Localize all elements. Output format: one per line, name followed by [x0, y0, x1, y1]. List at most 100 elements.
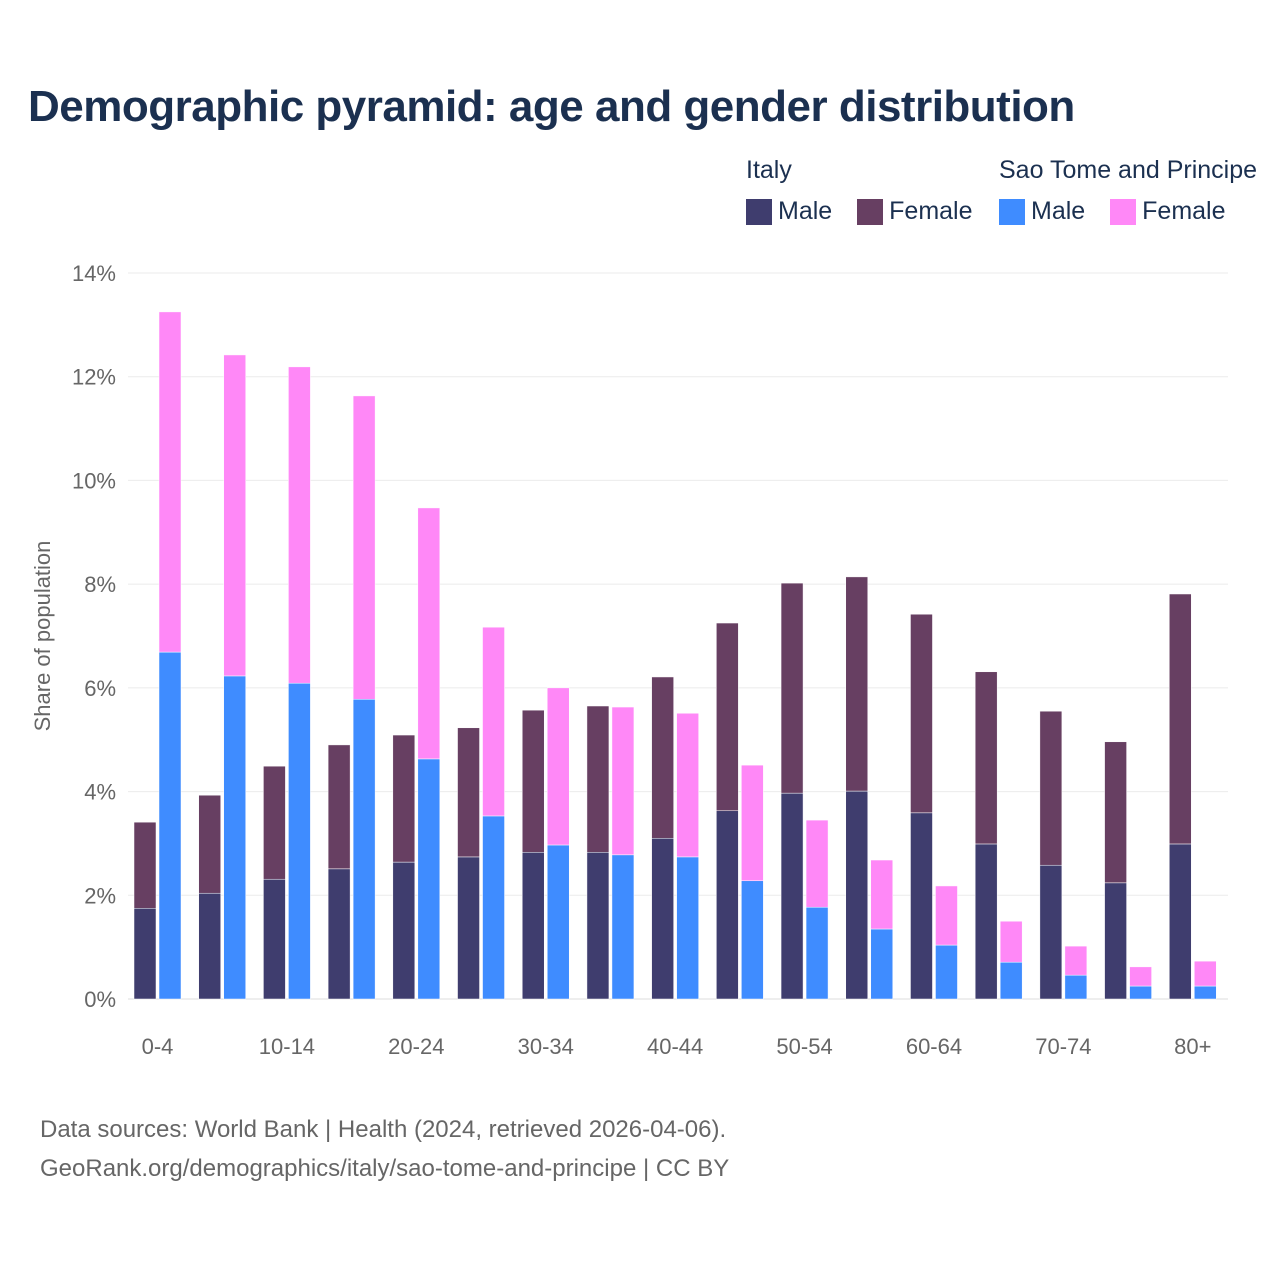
x-tick-label: 40-44: [647, 1034, 703, 1059]
y-tick-label: 2%: [84, 883, 116, 908]
bar-italy-male: [716, 810, 739, 1000]
bar-stp-male: [223, 675, 246, 1000]
bar-italy-female: [1169, 593, 1192, 845]
bar-stp-male: [676, 856, 699, 1000]
bar-italy-female: [716, 622, 739, 812]
bar-stp-male: [805, 906, 829, 1000]
bar-stp-female: [158, 311, 182, 653]
legend-title: Italy: [746, 156, 792, 184]
bar-italy-female: [198, 794, 221, 894]
bar-stp-female: [741, 764, 764, 882]
bar-stp-male: [870, 928, 894, 1000]
bar-stp-female: [1194, 960, 1217, 987]
y-tick-label: 14%: [72, 261, 116, 286]
legend-swatch: [1110, 198, 1137, 225]
legend-item[interactable]: Male: [746, 197, 832, 226]
bar-italy-female: [651, 676, 674, 839]
bar-stp-male: [1194, 985, 1217, 1000]
legend-label: Female: [889, 197, 973, 225]
bar-italy-female: [1039, 710, 1063, 866]
bar-stp-female: [611, 706, 635, 856]
bar-italy-female: [457, 727, 480, 858]
legend-swatch: [857, 198, 884, 225]
bar-italy-female: [133, 821, 157, 909]
legend-item[interactable]: Female: [857, 197, 973, 226]
legend-stp: Sao Tome and Principe Male Female: [999, 156, 1257, 232]
bar-stp-female: [676, 713, 699, 858]
bar-stp-female: [417, 507, 441, 760]
bar-stp-female: [352, 395, 376, 700]
y-tick-label: 12%: [72, 365, 116, 390]
y-tick-label: 8%: [84, 572, 116, 597]
x-tick-label: 30-34: [518, 1034, 574, 1059]
bar-italy-male: [1039, 864, 1063, 1000]
bar-stp-male: [999, 961, 1023, 1000]
bar-stp-female: [935, 885, 958, 946]
bar-stp-female: [223, 354, 246, 677]
bar-stp-male: [741, 880, 764, 1000]
x-tick-label: 70-74: [1035, 1034, 1091, 1059]
bar-stp-male: [417, 758, 441, 1000]
legend-item[interactable]: Male: [999, 197, 1085, 226]
bar-italy-female: [586, 705, 610, 853]
bar-stp-female: [482, 626, 505, 817]
bar-stp-female: [805, 819, 829, 908]
bar-stp-female: [999, 920, 1023, 963]
bar-italy-female: [392, 734, 416, 863]
x-tick-label: 50-54: [776, 1034, 832, 1059]
bar-stp-male: [935, 944, 958, 1000]
bar-stp-male: [1129, 985, 1152, 1000]
bar-italy-female: [1104, 741, 1127, 884]
bar-stp-male: [352, 699, 376, 1000]
bar-stp-female: [288, 366, 311, 684]
legend-italy: Italy Male Female: [746, 156, 991, 232]
bar-italy-male: [521, 851, 545, 1000]
bar-italy-male: [1169, 843, 1192, 1000]
bar-stp-female: [1129, 966, 1152, 987]
bar-italy-female: [521, 709, 545, 853]
x-tick-label: 0-4: [142, 1034, 174, 1059]
bar-italy-male: [780, 792, 804, 1000]
bar-italy-male: [1104, 882, 1127, 1000]
footer-link[interactable]: GeoRank.org/demographics/italy/sao-tome-…: [40, 1155, 730, 1182]
legend-label: Male: [1031, 197, 1086, 225]
bar-italy-male: [198, 892, 221, 1000]
legend-swatch: [746, 198, 772, 225]
footer-sources: Data sources: World Bank | Health (2024,…: [40, 1116, 727, 1143]
bar-stp-female: [1064, 945, 1088, 976]
bar-italy-male: [910, 812, 933, 1000]
bar-italy-male: [133, 908, 157, 1000]
bar-italy-female: [974, 671, 998, 845]
bar-stp-female: [546, 687, 570, 846]
legend-swatch: [999, 198, 1025, 225]
bar-stp-male: [1064, 974, 1088, 1000]
x-tick-label: 80+: [1174, 1034, 1211, 1059]
legend-item[interactable]: Female: [1110, 197, 1226, 226]
x-tick-label: 10-14: [259, 1034, 315, 1059]
bar-italy-female: [263, 765, 286, 880]
legend-label: Male: [778, 197, 833, 225]
bar-italy-male: [457, 856, 480, 1000]
legend-title: Sao Tome and Principe: [999, 156, 1258, 184]
y-tick-label: 4%: [84, 780, 116, 805]
bar-italy-male: [651, 837, 674, 1000]
bar-italy-male: [392, 861, 416, 1000]
y-tick-label: 0%: [84, 987, 116, 1012]
chart-title: Demographic pyramid: age and gender dist…: [28, 82, 1075, 131]
bar-italy-male: [586, 851, 610, 1000]
bar-stp-male: [546, 844, 570, 1000]
bar-stp-male: [482, 815, 505, 1000]
bar-italy-male: [327, 868, 351, 1000]
x-tick-label: 60-64: [906, 1034, 962, 1059]
y-tick-label: 6%: [84, 676, 116, 701]
bar-italy-male: [263, 878, 286, 1000]
y-tick-label: 10%: [72, 468, 116, 493]
bar-italy-female: [780, 582, 804, 794]
legend-label: Female: [1142, 197, 1226, 225]
x-tick-label: 20-24: [388, 1034, 444, 1059]
bar-italy-male: [974, 843, 998, 1000]
y-axis-label: Share of population: [30, 541, 55, 732]
bar-stp-male: [288, 682, 311, 1000]
bar-stp-male: [158, 651, 182, 1000]
bar-stp-female: [870, 859, 894, 930]
